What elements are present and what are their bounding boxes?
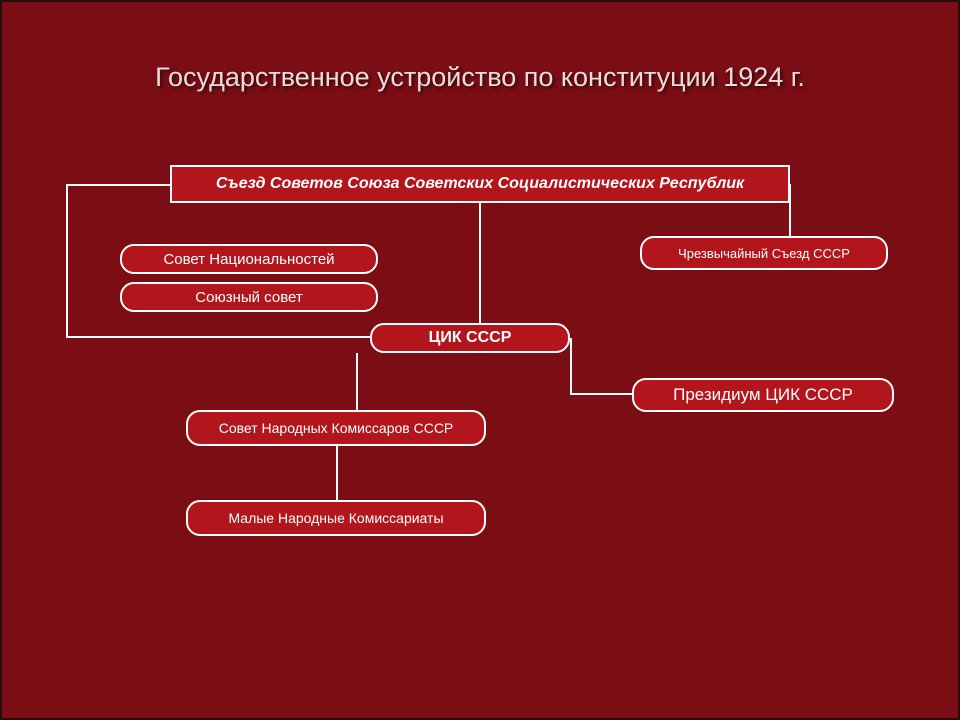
connector (66, 184, 68, 338)
node-snk: Совет Народных Комиссаров СССР (186, 410, 486, 446)
connector (356, 353, 358, 410)
node-label: Малые Народные Комиссариаты (228, 510, 443, 526)
connector (66, 336, 370, 338)
node-label: Президиум ЦИК СССР (673, 385, 853, 405)
node-label: Совет Народных Комиссаров СССР (219, 420, 454, 436)
node-label: Чрезвычайный Съезд СССР (678, 246, 850, 261)
diagram-title: Государственное устройство по конституци… (0, 62, 960, 93)
connector (336, 446, 338, 500)
node-congress: Съезд Советов Союза Советских Социалисти… (170, 165, 790, 203)
node-presidium: Президиум ЦИК СССР (632, 378, 894, 412)
node-label: ЦИК СССР (429, 329, 512, 347)
node-union: Союзный совет (120, 282, 378, 312)
connector (66, 184, 172, 186)
connector (570, 338, 572, 393)
node-label: Совет Национальностей (163, 251, 334, 268)
node-label: Съезд Советов Союза Советских Социалисти… (216, 175, 744, 193)
inner-frame (10, 10, 950, 710)
connector (570, 393, 632, 395)
node-label: Союзный совет (195, 289, 302, 306)
node-cik: ЦИК СССР (370, 323, 570, 353)
node-commissariats: Малые Народные Комиссариаты (186, 500, 486, 536)
node-nationalities: Совет Национальностей (120, 244, 378, 274)
connector (479, 203, 481, 323)
node-extraordinary-congress: Чрезвычайный Съезд СССР (640, 236, 888, 270)
